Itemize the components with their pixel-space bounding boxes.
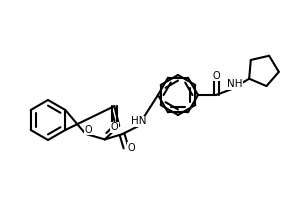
Text: O: O (111, 122, 118, 132)
Text: O: O (212, 71, 220, 81)
Text: O: O (127, 143, 135, 153)
Text: HN: HN (131, 116, 147, 126)
Text: O: O (85, 125, 92, 135)
Text: NH: NH (227, 79, 243, 89)
